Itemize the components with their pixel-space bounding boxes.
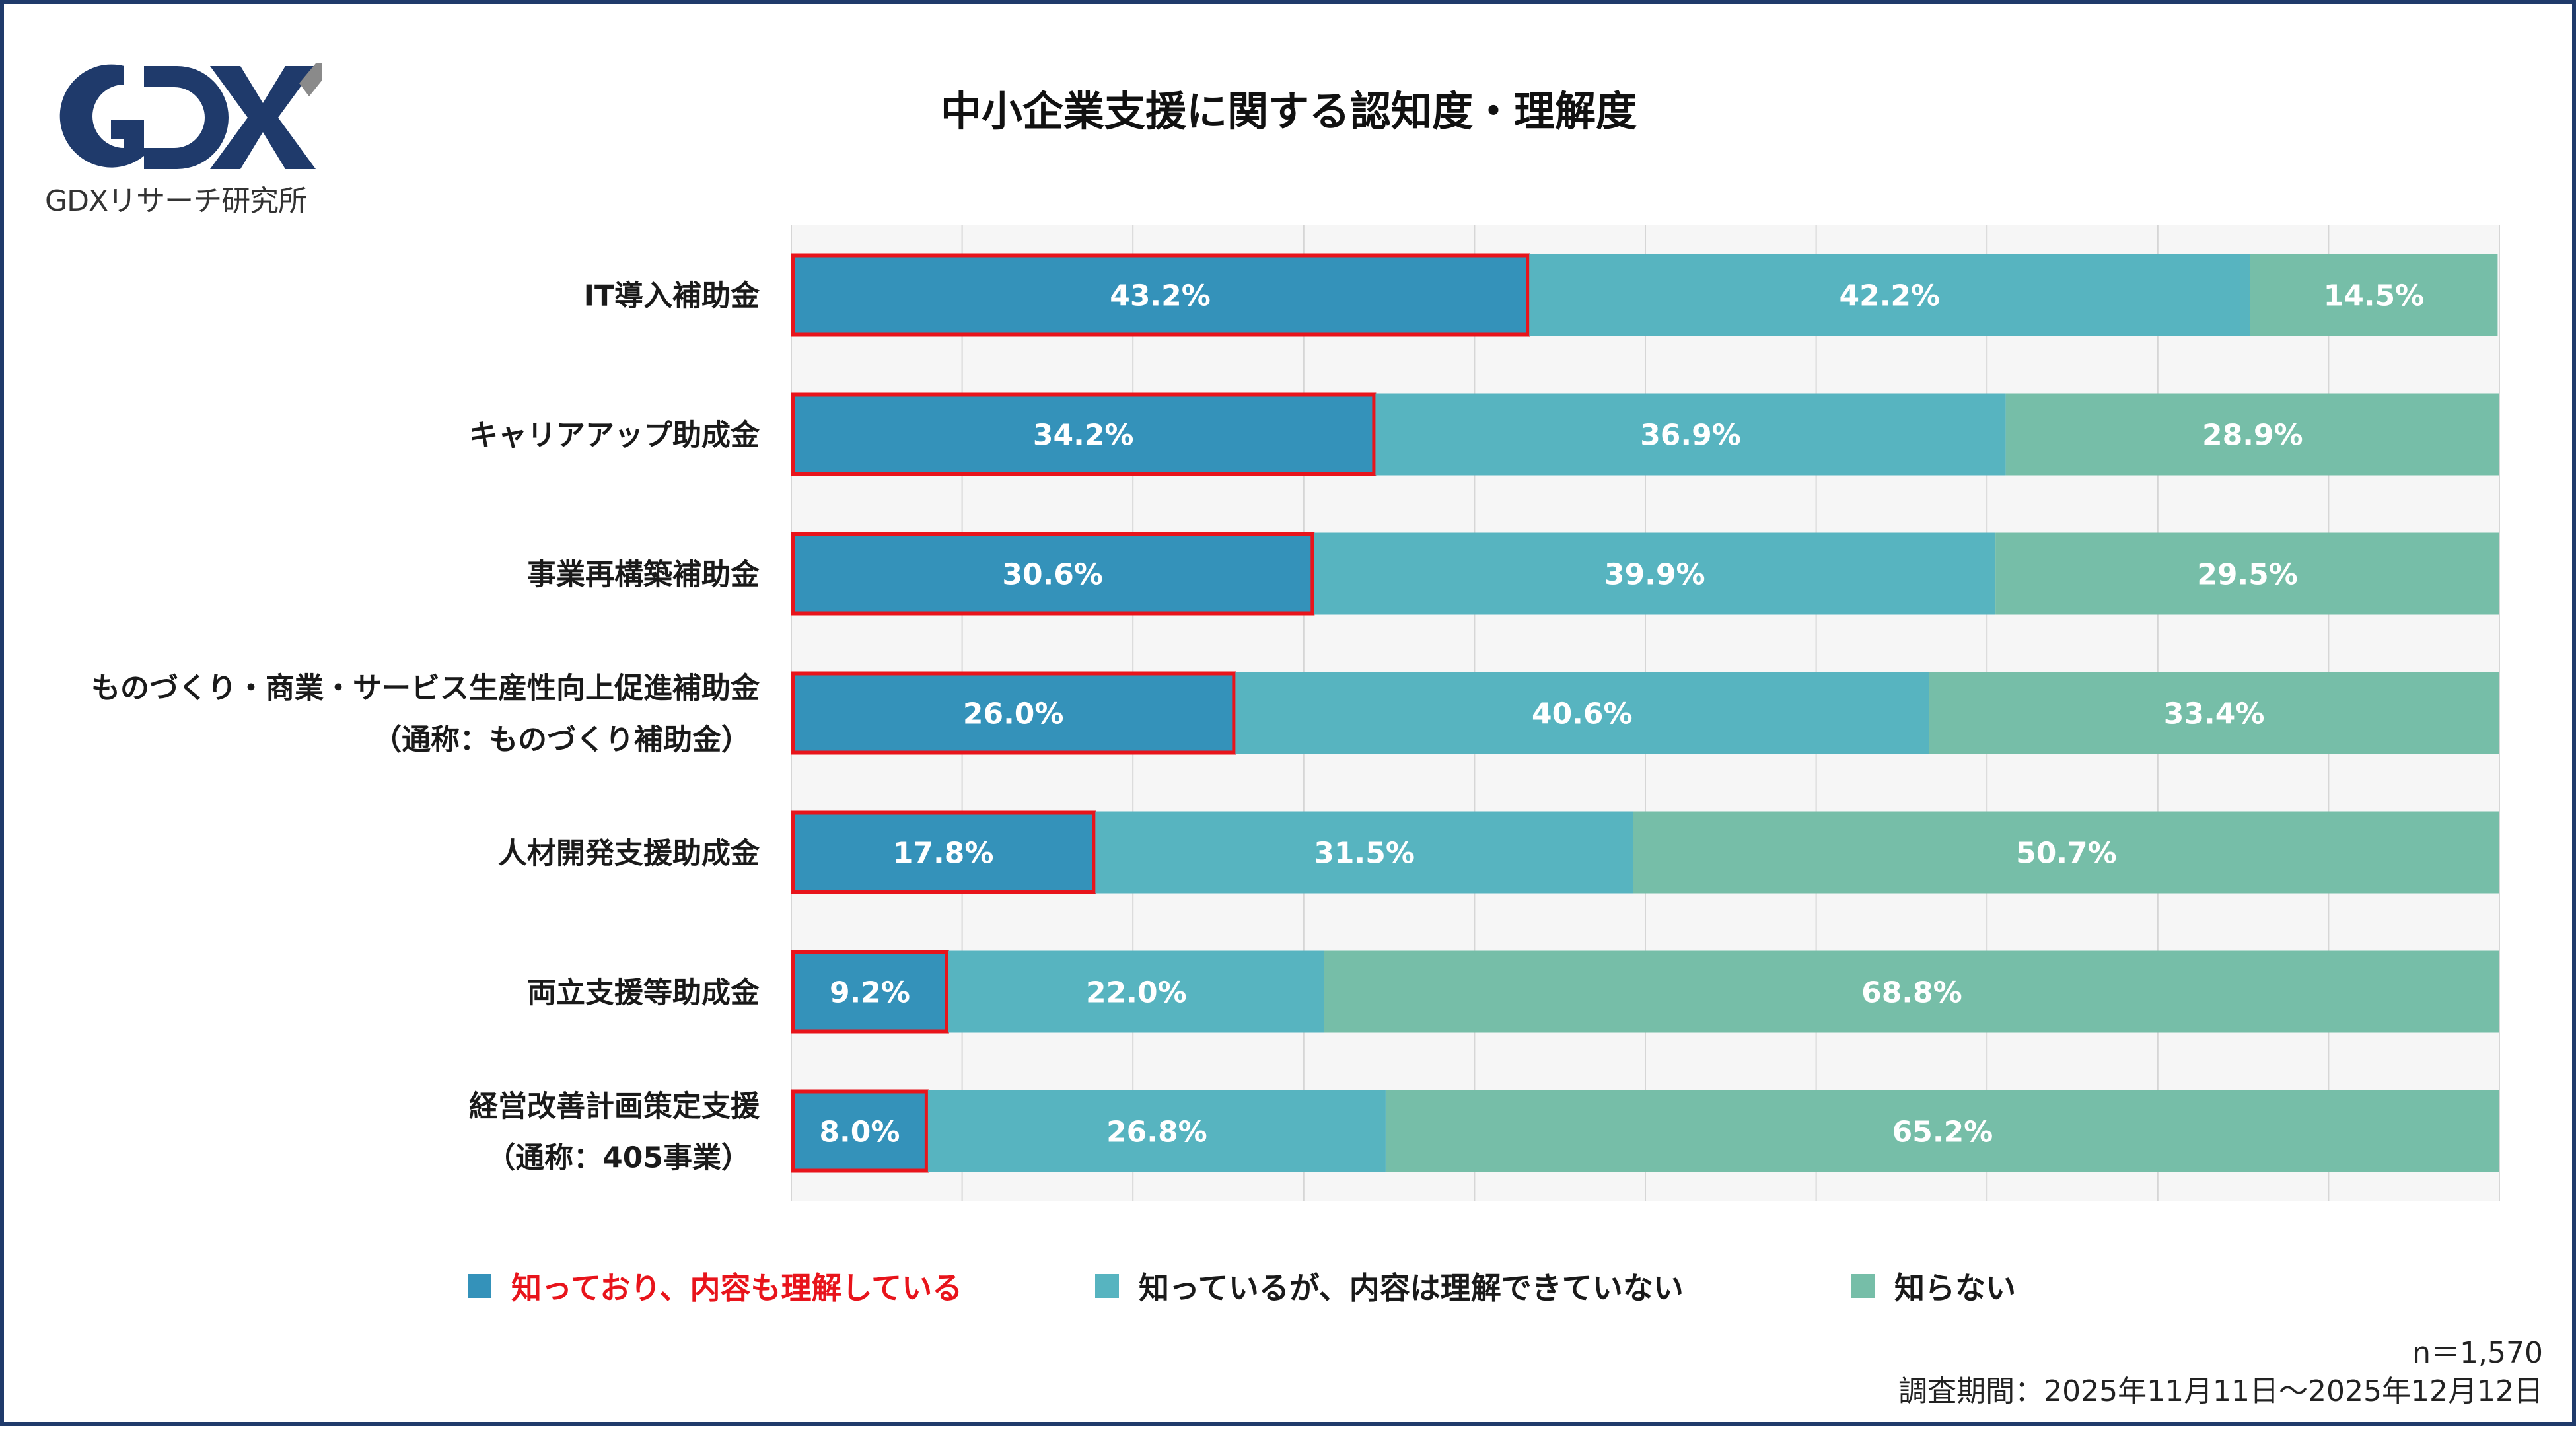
gdx-logo xyxy=(59,63,322,169)
category-label: （通称：405事業） xyxy=(486,1141,750,1175)
bar-segment xyxy=(791,532,1314,615)
bar-segment xyxy=(791,811,1096,894)
bar-segment xyxy=(1314,532,1996,615)
highlight-outline xyxy=(791,810,1096,894)
bar-segment xyxy=(791,254,1530,336)
highlight-outline xyxy=(791,392,1377,476)
bar-segment xyxy=(1929,672,2499,754)
legend-swatch-unaware xyxy=(1851,1274,1875,1298)
highlight-outline xyxy=(791,671,1236,755)
bar-segment xyxy=(1324,950,2499,1033)
legend-item-aware: 知っているが、内容は理解できていない xyxy=(1095,1264,1684,1308)
highlight-outline xyxy=(791,1089,929,1173)
bar-segment xyxy=(1095,811,1633,894)
data-label: 42.2% xyxy=(1839,279,1940,313)
category-label: 事業再構築補助金 xyxy=(527,558,760,592)
data-label: 43.2% xyxy=(1110,279,1211,313)
bar-segment xyxy=(1235,672,1929,754)
stacked-bar-chart: 43.2% 42.2% 14.5% IT導入補助金 34.2% 36.9% 28.9% キャリ… xyxy=(91,225,2500,1201)
data-label: 39.9% xyxy=(1604,558,1705,592)
category-label: IT導入補助金 xyxy=(584,279,760,313)
bar-segment xyxy=(1529,254,2250,336)
logo-caption: GDXリサーチ研究所 xyxy=(45,184,307,218)
bar-segment xyxy=(1385,1090,2499,1172)
bar-segment xyxy=(2250,254,2498,336)
bar-segment xyxy=(1375,393,2006,476)
data-label: 65.2% xyxy=(1892,1116,1993,1149)
bar-segment xyxy=(791,1090,928,1172)
data-label: 40.6% xyxy=(1532,697,1633,731)
data-label: 26.0% xyxy=(963,697,1064,731)
legend-item-understand: 知っており、内容も理解している xyxy=(468,1264,962,1308)
bar-segment xyxy=(948,950,1324,1033)
survey-period-note: 調査期間：2025年11月11日～2025年12月12日 xyxy=(1898,1375,2543,1408)
data-label: 28.9% xyxy=(2202,419,2303,452)
data-label: 33.4% xyxy=(2164,697,2265,731)
data-label: 50.7% xyxy=(2016,837,2117,871)
highlight-outline xyxy=(791,253,1530,337)
data-label: 8.0% xyxy=(819,1116,900,1149)
highlight-outline xyxy=(791,950,949,1034)
bar-segment xyxy=(1995,532,2499,615)
data-label: 30.6% xyxy=(1002,558,1103,592)
data-label: 17.8% xyxy=(893,837,994,871)
legend-swatch-understand xyxy=(468,1274,491,1298)
category-label: 経営改善計画策定支援 xyxy=(469,1090,760,1124)
bar-segment xyxy=(927,1090,1386,1172)
bar-segment xyxy=(1633,811,2499,894)
legend-label-unaware: 知らない xyxy=(1894,1270,2016,1306)
legend-swatch-aware xyxy=(1095,1274,1119,1298)
bar-segment xyxy=(2005,393,2499,476)
highlight-outline xyxy=(791,532,1315,616)
data-label: 26.8% xyxy=(1106,1116,1207,1149)
sample-size-note: n＝1,570 xyxy=(2412,1336,2543,1370)
bar-segment xyxy=(791,672,1236,754)
legend-item-unaware: 知らない xyxy=(1851,1264,2016,1308)
legend: 知っており、内容も理解している 知っているが、内容は理解できていない 知らない xyxy=(4,1264,2576,1306)
data-label: 68.8% xyxy=(1861,976,1962,1010)
category-label: 人材開発支援助成金 xyxy=(498,837,760,871)
legend-label-aware: 知っているが、内容は理解できていない xyxy=(1139,1270,1684,1306)
data-label: 31.5% xyxy=(1314,837,1415,871)
data-label: 9.2% xyxy=(830,976,910,1010)
data-label: 36.9% xyxy=(1640,419,1741,452)
data-label: 29.5% xyxy=(2197,558,2298,592)
legend-label-understand: 知っており、内容も理解している xyxy=(511,1270,963,1306)
data-label: 34.2% xyxy=(1033,419,1134,452)
bar-segment xyxy=(791,950,948,1033)
bar-segment xyxy=(791,393,1376,476)
data-label: 14.5% xyxy=(2324,279,2425,313)
data-label: 22.0% xyxy=(1086,976,1187,1010)
category-label: 両立支援等助成金 xyxy=(527,976,760,1010)
category-label: ものづくり・商業・サービス生産性向上促進補助金 xyxy=(91,672,760,705)
category-label: （通称：ものづくり補助金） xyxy=(373,723,750,757)
category-label: キャリアアップ助成金 xyxy=(469,419,760,452)
